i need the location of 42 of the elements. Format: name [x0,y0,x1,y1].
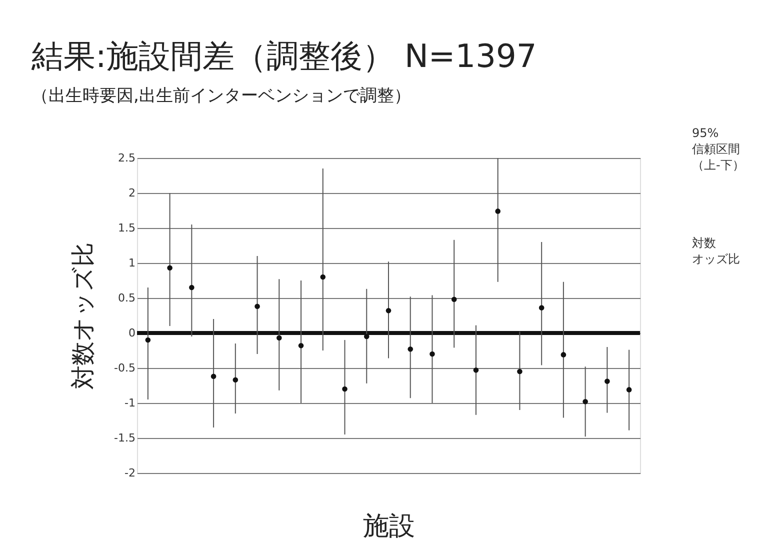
point [495,208,500,214]
point [626,387,632,392]
y-tick-label: 1.5 [118,222,136,234]
point [320,274,326,280]
point [517,368,522,374]
point [473,367,479,373]
point [408,346,414,352]
y-tick-label: 2.5 [118,152,136,164]
point [364,334,370,340]
y-tick-label: -0.5 [114,362,136,374]
y-tick-label: -1 [124,396,136,410]
point [451,296,457,302]
point [145,337,151,343]
point [276,335,282,341]
point [604,378,610,384]
text: 95% [692,126,719,140]
point [538,305,544,310]
point [560,352,566,358]
y-tick-label: -1.5 [114,432,136,444]
point [342,386,348,392]
x-axis-title: 施設 [363,512,415,542]
text: 対数 [692,236,716,250]
y-axis-title: 対数オッズ比 [69,242,98,390]
point [210,374,216,380]
point [232,377,238,383]
y-tick-label: -2 [124,466,136,480]
y-tick-label: 0 [128,326,136,340]
point [189,284,194,290]
y-tick-label: 0.5 [118,292,136,304]
point [386,308,392,314]
chart-subtitle: （出生時要因,出生前インターベンションで調整） [32,86,411,106]
point [430,351,435,357]
chart-title: 結果:施設間差（調整後） N=1397 [30,37,537,75]
point [254,304,260,310]
y-tick-label: 1 [128,256,136,270]
text: 信頼区間 [692,142,740,156]
point [167,265,172,271]
y-tick-label: 2 [128,186,136,200]
text: オッズ比 [692,252,740,266]
point [582,398,588,404]
point [298,342,304,348]
text: （上-下） [692,158,744,172]
